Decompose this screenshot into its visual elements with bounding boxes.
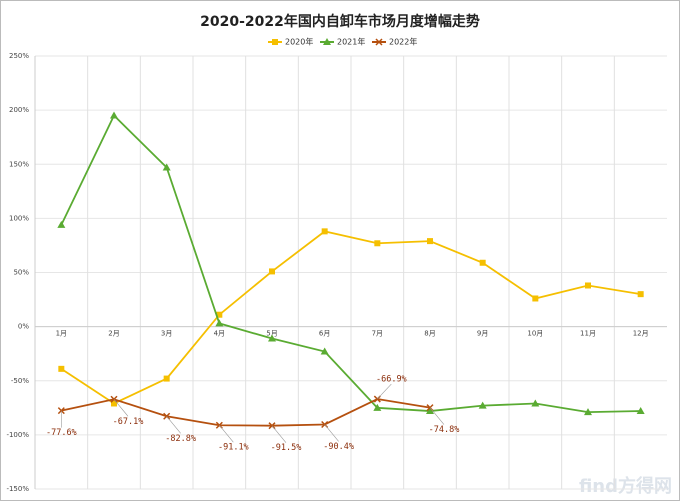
data-label: -66.9% [376,375,407,385]
marker [216,311,223,318]
legend-label: 2021年 [337,37,365,47]
marker [478,401,487,409]
marker [532,295,539,302]
series-line [61,398,431,427]
series-line [60,230,641,405]
y-tick-label: -50% [11,377,29,385]
marker [320,347,329,355]
y-tick-label: 200% [9,106,29,114]
x-tick-label: 3月 [161,330,172,338]
marker [374,240,381,247]
marker [272,39,278,45]
marker [269,268,275,275]
data-label: -77.6% [46,428,77,438]
x-tick-label: 11月 [580,330,596,338]
leader-line [324,424,339,442]
marker [531,399,540,407]
x-tick-label: 7月 [372,330,383,338]
marker [57,220,66,228]
y-tick-label: 250% [9,52,29,60]
data-label: -91.5% [271,443,302,453]
marker [426,407,434,415]
marker [268,334,276,342]
data-label: -67.1% [113,417,144,427]
data-label: -90.4% [323,442,354,452]
marker [636,407,645,415]
marker [111,400,117,407]
chart-title: 2020-2022年国内自卸车市场月度增幅走势 [200,13,480,30]
marker [215,319,224,327]
y-tick-label: 100% [9,214,29,222]
x-tick-label: 9月 [477,330,488,338]
marker [321,228,328,235]
leader-line [377,383,392,400]
data-label: -74.8% [429,425,460,435]
series-line [60,114,641,414]
leader-line [166,416,181,434]
x-tick-label: 4月 [214,330,225,338]
marker [584,408,592,416]
marker [163,375,170,382]
y-tick-label: 50% [13,269,29,277]
x-tick-label: 8月 [424,330,435,338]
y-tick-label: 150% [9,160,29,168]
watermark: find方得网 [579,475,672,497]
x-tick-label: 2月 [108,330,119,338]
marker [637,291,644,298]
legend-label: 2022年 [389,37,417,47]
y-tick-label: 0% [18,323,29,331]
marker [162,163,171,171]
x-tick-label: 10月 [527,330,543,338]
data-label: -82.8% [165,434,196,444]
x-tick-label: 12月 [633,330,649,338]
marker [585,282,591,289]
legend-label: 2020年 [285,37,313,47]
leader-line [113,399,129,417]
marker [479,259,486,266]
y-tick-label: -100% [6,431,29,439]
marker [427,238,433,245]
x-tick-label: 6月 [319,330,330,338]
leader-line [219,425,234,443]
marker [110,111,118,119]
x-tick-label: 1月 [56,330,67,338]
y-tick-label: -150% [6,485,29,493]
leader-line [271,425,287,443]
marker [373,403,382,411]
leader-line [429,407,445,425]
x-tick-label: 5月 [266,330,277,338]
marker [323,38,331,45]
marker [58,365,65,372]
data-label: -91.1% [218,443,249,453]
marker [375,38,383,46]
